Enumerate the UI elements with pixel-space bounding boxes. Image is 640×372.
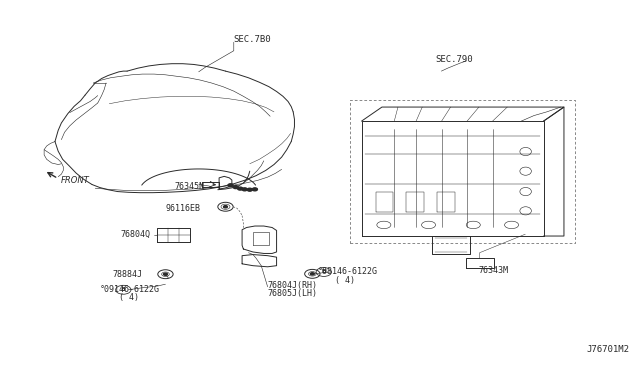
Circle shape <box>164 273 168 275</box>
Text: FRONT: FRONT <box>61 176 90 185</box>
Text: 76804J(RH): 76804J(RH) <box>268 281 317 290</box>
Circle shape <box>247 188 252 191</box>
Text: 96116EB: 96116EB <box>166 204 200 213</box>
Text: 76345N: 76345N <box>174 182 204 191</box>
Circle shape <box>242 188 247 191</box>
Text: SEC.7B0: SEC.7B0 <box>234 35 271 44</box>
Circle shape <box>310 273 314 275</box>
Circle shape <box>252 188 257 191</box>
Text: 76805J(LH): 76805J(LH) <box>268 289 317 298</box>
Text: B: B <box>121 287 125 292</box>
Circle shape <box>237 187 243 190</box>
Text: 76804Q: 76804Q <box>121 230 151 240</box>
Text: °09146-6122G: °09146-6122G <box>100 285 159 294</box>
Text: B: B <box>321 269 326 275</box>
Text: ( 4): ( 4) <box>335 276 355 285</box>
Circle shape <box>228 184 233 187</box>
Text: 76343M: 76343M <box>478 266 508 275</box>
Circle shape <box>233 186 238 189</box>
Text: SEC.790: SEC.790 <box>435 55 472 64</box>
Text: ( 4): ( 4) <box>120 294 140 302</box>
Text: J76701M2: J76701M2 <box>587 345 630 354</box>
Text: 78884J: 78884J <box>113 270 143 279</box>
Text: °08146-6122G: °08146-6122G <box>317 267 378 276</box>
Circle shape <box>223 206 227 208</box>
